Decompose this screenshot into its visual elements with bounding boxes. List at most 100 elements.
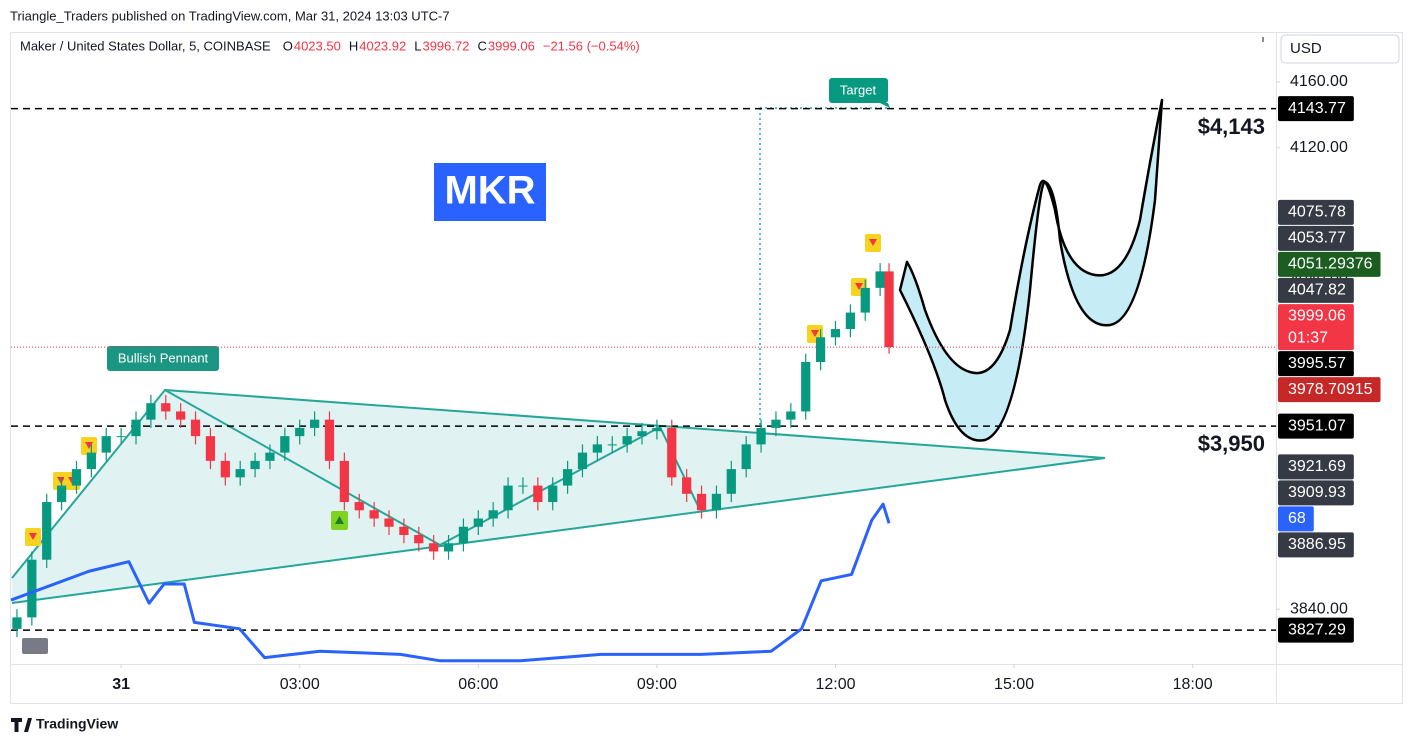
candle-body (71, 469, 82, 486)
target-label: Target (840, 82, 877, 97)
candle-body (86, 452, 96, 470)
projection-shape (898, 98, 1164, 442)
price-tag-label: 4143.77 (1288, 100, 1346, 117)
price-tag (1278, 413, 1354, 439)
axes: 4160.004120.004040.003840.003103:0006:00… (112, 73, 1381, 693)
price-tag (1278, 377, 1381, 403)
candle-body (176, 411, 186, 420)
candle-body (399, 526, 409, 535)
price-tag-label: 3886.95 (1288, 536, 1346, 553)
candle-body (682, 477, 692, 494)
price-tag-label: 3909.93 (1288, 484, 1346, 501)
price-tag (1278, 277, 1354, 303)
candle-body (414, 534, 424, 544)
x-tick-label: 12:00 (815, 676, 855, 693)
price-tag-label: 3978.70915 (1288, 381, 1373, 398)
candle-body (101, 436, 111, 453)
candle-body (622, 436, 632, 445)
y-tick-label: 4120.00 (1290, 139, 1348, 156)
candle-body (518, 485, 528, 487)
candle-body (339, 460, 349, 503)
price-tag (1278, 454, 1354, 480)
candle-body (667, 427, 677, 478)
candle-body (592, 444, 602, 453)
candle-body (324, 419, 335, 461)
price-tag-label: 3999.06 (1288, 307, 1346, 324)
candle-body (637, 431, 647, 437)
candle-body (250, 460, 260, 470)
candle-body (726, 469, 736, 494)
candle-body (875, 271, 885, 288)
price-tag-label: 68 (1288, 510, 1306, 527)
candle-body (12, 617, 22, 629)
candle-body (429, 543, 439, 552)
symbol-label: MKR (444, 169, 535, 213)
x-tick-label: 03:00 (280, 676, 320, 693)
candle-body (562, 469, 573, 486)
currency-label: USD (1290, 40, 1322, 57)
price-tag (1278, 480, 1354, 506)
pennant-lines (11, 389, 1106, 604)
candle-body (786, 411, 796, 420)
candle-body (443, 543, 454, 552)
candle-body (711, 493, 722, 511)
candle-body (845, 312, 855, 330)
legend-value: 4023.92 (359, 38, 406, 53)
price-tag-label: 3827.29 (1288, 621, 1346, 638)
currency-button[interactable] (1280, 34, 1400, 64)
candle-body (56, 485, 67, 503)
legend-key: L (414, 38, 421, 53)
candle-body (280, 436, 290, 453)
price-tag (1278, 351, 1354, 377)
candle-body (741, 444, 751, 470)
candle-body (830, 329, 841, 338)
price-tag-label: 3995.57 (1288, 355, 1346, 372)
candle-body (696, 493, 707, 511)
candle-body (548, 485, 558, 503)
price-tag-label: 4051.29376 (1288, 256, 1373, 273)
chart-frame (10, 32, 1403, 704)
candle-body (265, 452, 275, 461)
price-tag-label: 3951.07 (1288, 417, 1346, 434)
publisher-line: Triangle_Traders published on TradingVie… (10, 8, 450, 23)
price-tag (1278, 532, 1354, 558)
y-tick-label: 4160.00 (1290, 73, 1348, 90)
brand-name: TradingView (36, 716, 118, 732)
x-tick-label: 09:00 (637, 676, 677, 693)
candle-body (652, 427, 662, 432)
candle-body (384, 518, 394, 527)
legend-value: 3999.06 (488, 38, 535, 53)
candle-body (771, 419, 781, 428)
candle-body (205, 436, 216, 461)
pattern-badge (107, 346, 219, 371)
legend-key: H (349, 38, 358, 53)
candle-body (190, 419, 201, 437)
y-tick-label: 3840.00 (1290, 600, 1348, 617)
x-tick-label: 18:00 (1173, 676, 1213, 693)
candle-body (354, 502, 364, 511)
legend-key: O (283, 38, 293, 53)
legend-value: 4023.50 (294, 38, 341, 53)
candle-body (607, 444, 617, 446)
candle-body (146, 403, 156, 420)
price-tag (1278, 506, 1314, 532)
legend-change: −21.56 (−0.54%) (543, 38, 640, 53)
legend-title: Maker / United States Dollar, 5, COINBAS… (20, 38, 271, 53)
candle-body (235, 469, 245, 478)
price-tag-countdown: 01:37 (1288, 329, 1328, 346)
candle-body (533, 485, 543, 503)
candle-body (27, 559, 37, 618)
candle-body (116, 436, 126, 438)
candle-body (503, 485, 513, 511)
candle-body (458, 526, 469, 544)
price-tag (1278, 199, 1354, 225)
price-tag (1278, 96, 1354, 122)
candle-body (488, 510, 498, 519)
legend: Maker / United States Dollar, 5, COINBAS… (20, 38, 640, 53)
candle-body (369, 510, 379, 519)
legend-key: C (477, 38, 486, 53)
candle-body (756, 427, 766, 445)
